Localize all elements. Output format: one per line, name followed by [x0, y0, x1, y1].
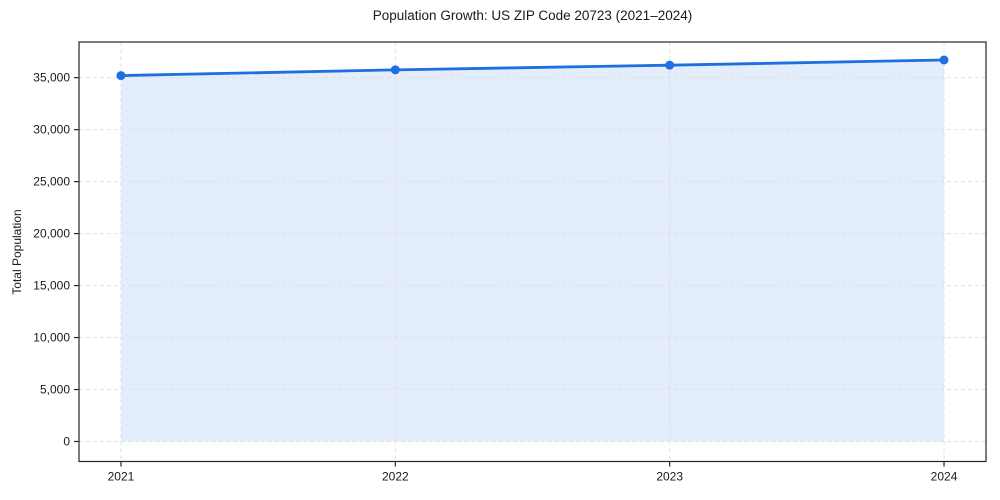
x-tick-label: 2024: [931, 470, 958, 484]
y-tick-label: 0: [63, 434, 70, 448]
x-tick-label: 2023: [656, 470, 683, 484]
y-tick-label: 35,000: [33, 71, 70, 85]
x-tick-label: 2021: [108, 470, 135, 484]
y-tick-label: 30,000: [33, 123, 70, 137]
data-point-2024: [939, 55, 949, 65]
data-point-2022: [390, 65, 400, 75]
y-tick-label: 5,000: [40, 383, 70, 397]
y-tick-label: 10,000: [33, 331, 70, 345]
chart-title: Population Growth: US ZIP Code 20723 (20…: [372, 8, 693, 23]
area-fill: [120, 59, 945, 442]
data-point-2023: [665, 60, 675, 70]
y-tick-label: 20,000: [33, 227, 70, 241]
x-tick-label: 2022: [382, 470, 409, 484]
data-point-2021: [116, 71, 126, 81]
y-tick-label: 25,000: [33, 175, 70, 189]
data-line: [119, 58, 946, 77]
plot-border: [78, 41, 987, 463]
y-tick-label: 15,000: [33, 279, 70, 293]
